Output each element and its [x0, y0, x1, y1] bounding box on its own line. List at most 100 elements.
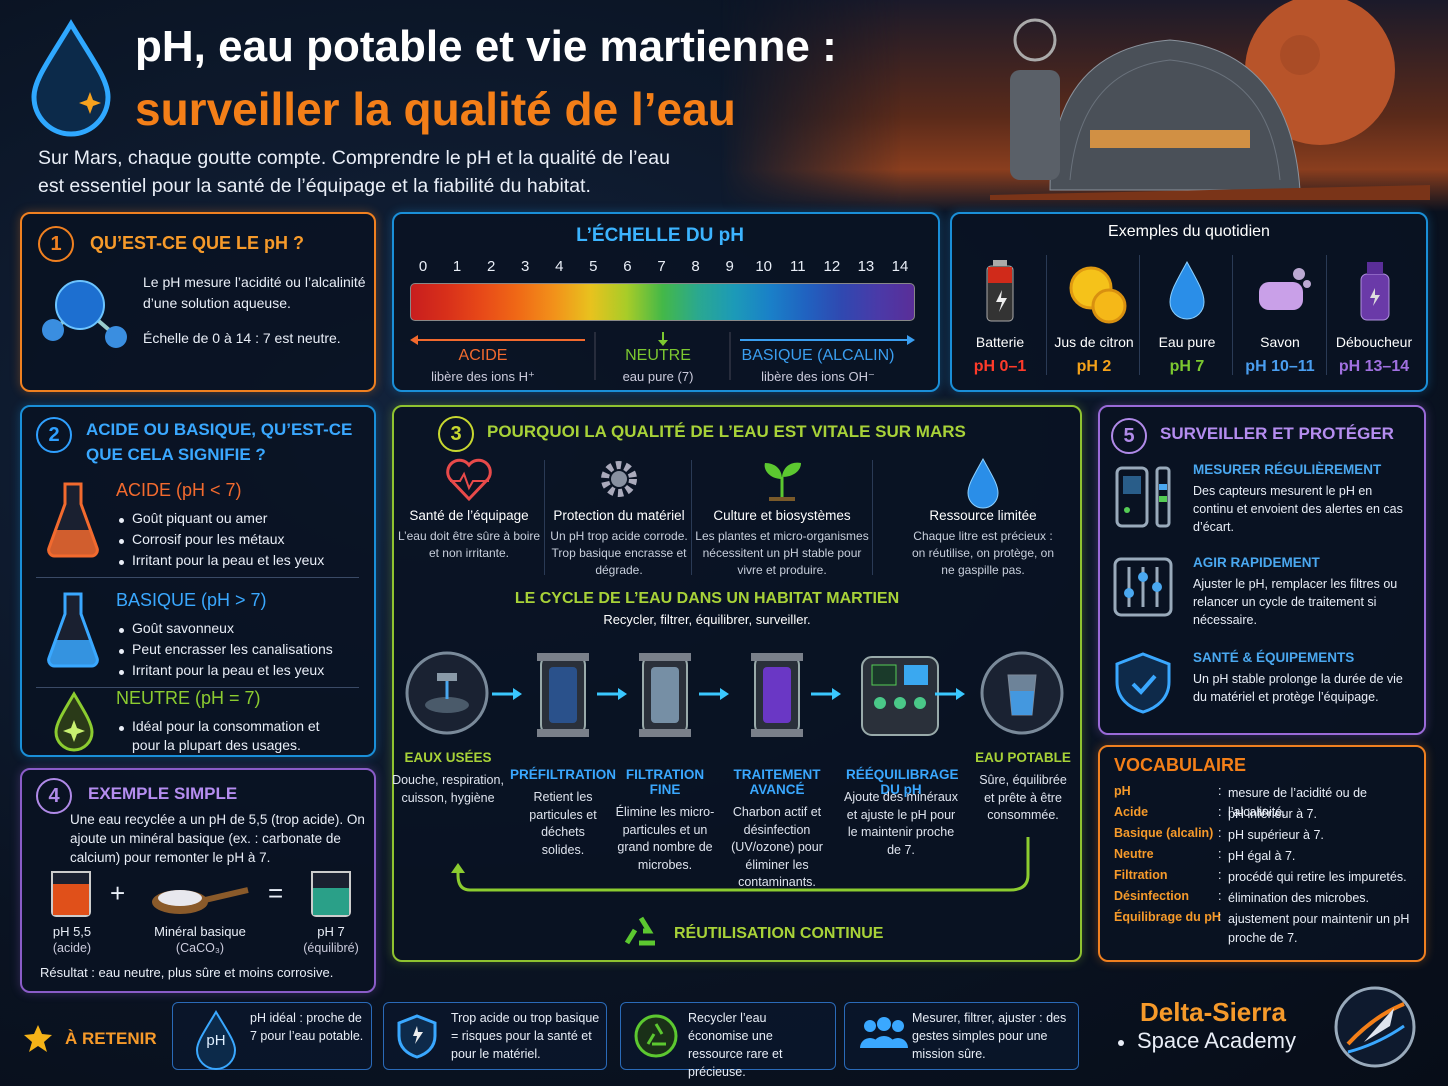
icon-shape	[79, 92, 101, 114]
icon-shape	[914, 697, 926, 709]
zone-desc: libère des ions H⁺	[431, 369, 535, 384]
takeaway-text: Trop acide ou trop basique = risques pou…	[451, 1011, 600, 1061]
icon-shape	[1113, 557, 1173, 617]
icon-shape	[48, 640, 98, 667]
vocab-definition: pH inférieur à 7.	[1228, 807, 1317, 821]
neutral-drop	[54, 691, 94, 752]
recycle-loop	[451, 837, 1030, 892]
arrow	[811, 688, 841, 700]
section-number: 2	[36, 417, 72, 453]
title: pH, eau potable et vie martienne :	[135, 22, 837, 71]
scale-number: 3	[521, 258, 530, 275]
arrow	[699, 688, 729, 700]
icon-shape	[1010, 691, 1034, 715]
example-ph: pH 0–1	[973, 358, 1027, 375]
icon-shape	[119, 628, 124, 633]
stage-text: Douche, respiration, cuisson, hygiène	[392, 773, 504, 805]
flask	[47, 592, 99, 668]
icon-shape	[456, 837, 1030, 892]
scale-number: 2	[486, 258, 496, 275]
icon-shape	[832, 688, 841, 700]
title: surveiller la qualité de l’eau	[135, 83, 736, 135]
section-title: POURQUOI LA QUALITÉ DE L’EAU EST VITALE …	[487, 422, 966, 441]
icon-shape	[1115, 466, 1149, 528]
icon-shape	[53, 884, 89, 915]
icon-shape	[1259, 282, 1303, 310]
spoon	[152, 887, 249, 914]
reason-title: Santé de l’équipage	[409, 508, 529, 523]
icon-shape	[618, 688, 627, 700]
scale-number: 14	[891, 258, 909, 275]
example-label: pH 5,5	[52, 924, 92, 939]
icon-shape	[1069, 59, 1281, 181]
reason-icon	[446, 458, 492, 502]
icon-shape	[48, 530, 98, 557]
vocab-separator: :	[1218, 868, 1222, 882]
stage-title: FILTRATION FINE	[625, 767, 705, 797]
panel-title: Exemples du quotidien	[1108, 223, 1270, 240]
example-name: Batterie	[975, 334, 1025, 350]
reason-title: Ressource limitée	[929, 508, 1037, 523]
icon-shape	[451, 863, 465, 873]
icon-shape	[1364, 1008, 1394, 1042]
section-number: 5	[1111, 418, 1147, 454]
vocab-definition: ajustement pour maintenir un pH proche d…	[1228, 912, 1410, 945]
scale-number: 8	[691, 258, 700, 275]
icon-shape	[55, 280, 105, 330]
cycle-title: LE CYCLE DE L’EAU DANS UN HABITAT MARTIE…	[514, 590, 900, 607]
text: Échelle de 0 à 14 : 7 est neutre.	[143, 330, 341, 346]
icon-shape	[1013, 18, 1057, 62]
zone-label: BASIQUE (ALCALIN)	[741, 347, 895, 364]
text: Une eau recyclée a un pH de 5,5 (trop ac…	[70, 812, 365, 865]
scale-number: 10	[755, 258, 773, 275]
section-title: VOCABULAIRE	[1114, 755, 1247, 775]
icon-shape	[204, 887, 249, 903]
icon-shape	[549, 667, 577, 723]
section-title: EXEMPLE SIMPLE	[88, 784, 238, 803]
example-note: (équilibré)	[303, 941, 359, 955]
vocab-term: Basique (alcalin)	[1114, 826, 1214, 840]
stage-title: EAU POTABLE	[975, 750, 1071, 765]
icon-shape	[864, 1020, 876, 1032]
icon-shape	[1010, 70, 1060, 180]
icon-shape	[450, 471, 489, 491]
stage-text: Ajoute des minéraux et ajuste le pH pour…	[844, 790, 958, 857]
bullet	[119, 726, 124, 731]
vocab-separator: :	[1218, 889, 1222, 903]
icon-shape	[1169, 260, 1205, 320]
example-icon	[986, 260, 1014, 322]
example-icon	[1259, 268, 1311, 310]
icon-shape	[119, 518, 124, 523]
reason-icon	[601, 461, 637, 497]
icon-shape	[158, 890, 202, 906]
vocab-term: pH	[1114, 784, 1131, 798]
arrow	[597, 688, 627, 700]
star	[24, 1025, 52, 1052]
stage-title: EAUX USÉES	[404, 750, 492, 765]
example-note: (CaCO₃)	[175, 941, 225, 955]
icon-shape	[313, 888, 349, 915]
bullet	[119, 560, 124, 565]
divider	[36, 577, 359, 578]
stage-icon	[751, 653, 803, 737]
icon-shape	[1131, 674, 1157, 695]
icon-shape	[1152, 582, 1162, 592]
example-label: Minéral basique	[154, 924, 246, 939]
vocab-term: Neutre	[1114, 847, 1154, 861]
intro: Sur Mars, chaque goutte compte. Comprend…	[38, 147, 670, 169]
divider	[872, 460, 873, 575]
reason-text: Chaque litre est précieux : on réutilise…	[911, 529, 1055, 577]
reason-title: Protection du matériel	[553, 508, 685, 523]
icon-shape	[1370, 288, 1380, 306]
item-title: MESURER RÉGULIÈREMENT	[1193, 462, 1382, 477]
scale-number: 13	[857, 258, 875, 275]
section-title: SURVEILLER ET PROTÉGER	[1160, 424, 1394, 443]
scale-number: 1	[452, 258, 462, 275]
text: Le pH mesure l’acidité ou l’alcalinité d…	[143, 274, 366, 311]
vocab-separator: :	[1218, 805, 1222, 819]
arrow	[935, 688, 965, 700]
icon-shape	[646, 1023, 666, 1046]
icon-shape	[651, 667, 679, 723]
beaker	[311, 871, 351, 917]
